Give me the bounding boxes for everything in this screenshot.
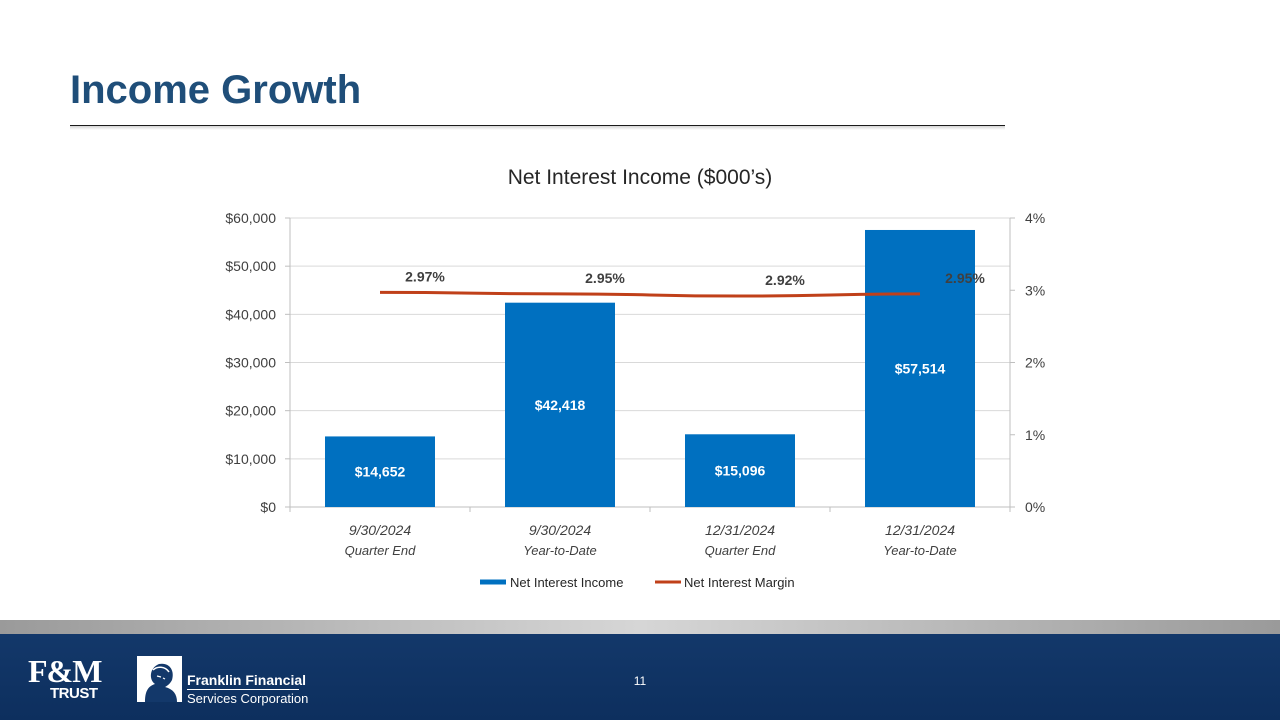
x-category-label: 9/30/2024 bbox=[529, 522, 591, 538]
bar-data-label: $14,652 bbox=[355, 464, 406, 480]
bar-net-interest-income bbox=[865, 229, 975, 507]
x-category-label: 9/30/2024 bbox=[349, 522, 411, 538]
line-data-label: 2.95% bbox=[945, 270, 985, 286]
y-left-tick-label: $40,000 bbox=[225, 306, 276, 322]
y-right-tick-label: 4% bbox=[1025, 210, 1045, 226]
fm-logo-sub: TRUST bbox=[50, 685, 98, 702]
bar-data-label: $57,514 bbox=[895, 360, 946, 376]
bar-net-interest-income bbox=[685, 434, 795, 507]
x-category-sublabel: Quarter End bbox=[705, 543, 777, 558]
y-left-tick-label: $30,000 bbox=[225, 355, 276, 371]
y-left-tick-label: $50,000 bbox=[225, 258, 276, 274]
line-data-label: 2.92% bbox=[765, 272, 805, 288]
company-name-divider bbox=[187, 689, 299, 690]
footer-bar: F&M TRUST Franklin Financial Services Co… bbox=[0, 634, 1280, 720]
net-interest-income-chart: Net Interest Income ($000’s) $0 $10,000 $2… bbox=[225, 166, 1045, 590]
bar-net-interest-income bbox=[505, 302, 615, 507]
page-number: 11 bbox=[633, 674, 647, 688]
y-right-tick-label: 1% bbox=[1025, 427, 1045, 443]
line-data-label: 2.97% bbox=[405, 268, 445, 284]
x-category-sublabel: Quarter End bbox=[345, 543, 417, 558]
franklin-financial-logo-text: Franklin Financial Services Corporation bbox=[187, 672, 308, 706]
x-category-label: 12/31/2024 bbox=[705, 522, 775, 538]
line-data-label: 2.95% bbox=[585, 270, 625, 286]
y-right-tick-label: 3% bbox=[1025, 282, 1045, 298]
title-divider bbox=[70, 125, 1005, 126]
legend-label-net-interest-income: Net Interest Income bbox=[510, 575, 623, 590]
x-category-sublabel: Year-to-Date bbox=[883, 543, 956, 558]
x-category-sublabel: Year-to-Date bbox=[523, 543, 596, 558]
title-divider-shadow bbox=[70, 126, 1005, 130]
franklin-portrait-icon bbox=[137, 656, 182, 702]
company-name-line2: Services Corporation bbox=[187, 691, 309, 706]
x-category-label: 12/31/2024 bbox=[885, 522, 955, 538]
y-right-tick-label: 0% bbox=[1025, 499, 1045, 515]
bar-data-label: $42,418 bbox=[535, 397, 586, 413]
page-title: Income Growth bbox=[70, 68, 362, 112]
y-right-tick-label: 2% bbox=[1025, 355, 1045, 371]
chart-title: Net Interest Income ($000’s) bbox=[508, 166, 773, 189]
fm-trust-logo: F&M TRUST bbox=[28, 653, 112, 704]
bar-net-interest-income bbox=[325, 436, 435, 507]
y-left-tick-label: $60,000 bbox=[225, 210, 276, 226]
fm-logo-mark: F&M bbox=[28, 653, 102, 689]
y-left-tick-label: $20,000 bbox=[225, 403, 276, 419]
company-name-line1: Franklin Financial bbox=[187, 672, 307, 688]
bar-data-label: $15,096 bbox=[715, 463, 766, 479]
line-net-interest-margin bbox=[379, 290, 921, 298]
legend-label-net-interest-margin: Net Interest Margin bbox=[684, 575, 795, 590]
footer-accent-strip bbox=[0, 620, 1280, 634]
y-left-tick-label: $10,000 bbox=[225, 451, 276, 467]
y-left-tick-label: $0 bbox=[260, 499, 276, 515]
